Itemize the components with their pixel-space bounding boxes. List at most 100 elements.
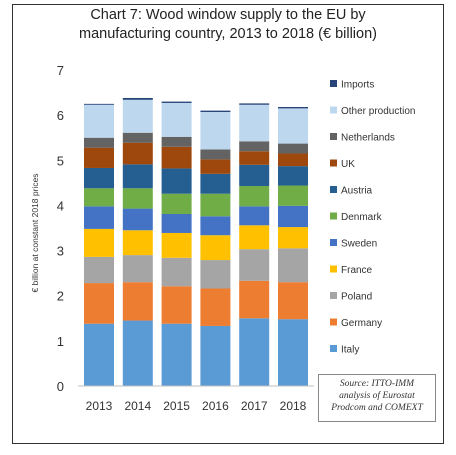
bar-segment-uk (239, 151, 270, 165)
bar-segment-sweden (84, 206, 114, 229)
legend-label: France (341, 265, 373, 276)
bar-segment-uk (161, 146, 192, 169)
x-tick-label: 2017 (241, 399, 268, 413)
bar-segment-germany (239, 280, 270, 319)
x-tick-label: 2013 (86, 399, 113, 413)
y-tick-label: 7 (57, 63, 64, 78)
y-tick-label: 0 (57, 379, 64, 394)
bar-segment-denmark (200, 193, 231, 217)
bar-segment-denmark (84, 188, 114, 207)
legend-swatch (330, 186, 337, 193)
y-axis-label: € billion at constant 2018 prices (30, 173, 40, 292)
legend-swatch (330, 159, 337, 167)
bar-segment-other-production (239, 104, 270, 142)
legend-swatch (330, 292, 337, 299)
source-line-2: analysis of Eurostat (339, 391, 415, 401)
bar-segment-other-production (161, 102, 192, 137)
bar-segment-other-production (278, 108, 308, 144)
bars-layer (84, 97, 308, 386)
bar-segment-denmark (239, 186, 270, 207)
bar-segment-sweden (239, 206, 270, 226)
bar-segment-denmark (122, 188, 153, 209)
bar-segment-uk (200, 159, 231, 174)
bar-segment-netherlands (84, 137, 114, 148)
legend-label: Italy (341, 345, 359, 356)
x-tick-label: 2014 (124, 399, 151, 413)
chart-title-line-1: Chart 7: Wood window supply to the EU by (90, 7, 366, 23)
legend: Imports Other production Netherlands UK Aust… (330, 80, 416, 356)
bar-segment-uk (278, 153, 308, 167)
legend-label: Germany (341, 318, 382, 329)
bar-segment-other-production (122, 99, 153, 133)
bar-segment-imports (122, 97, 153, 100)
bar-segment-sweden (200, 216, 231, 236)
bar-segment-poland (278, 248, 308, 283)
legend-swatch (330, 212, 337, 220)
source-line-1: Source: ITTO-IMM (339, 379, 415, 389)
bar-segment-poland (200, 260, 231, 289)
legend-label: Netherlands (341, 133, 395, 144)
legend-swatch (330, 265, 337, 273)
bar-segment-netherlands (161, 136, 192, 147)
bar-segment-austria (161, 168, 192, 194)
bar-segment-poland (84, 256, 114, 284)
bar-segment-italy (200, 325, 231, 386)
bar-segment-sweden (278, 205, 308, 228)
bar-segment-germany (278, 282, 308, 320)
y-tick-label: 3 (57, 244, 64, 259)
bar-segment-netherlands (122, 132, 153, 143)
legend-swatch (330, 318, 337, 326)
source-note: Source: ITTO-IMM analysis of Eurostat Pr… (318, 374, 436, 422)
legend-swatch (330, 80, 337, 87)
chart-title: Chart 7: Wood window supply to the EU by… (20, 6, 436, 44)
bar-segment-sweden (161, 214, 192, 233)
bar-segment-germany (200, 288, 231, 326)
legend-label: Sweden (341, 239, 377, 250)
bar-segment-france (278, 227, 308, 249)
bar-segment-denmark (161, 193, 192, 215)
y-tick-label: 1 (57, 334, 64, 349)
bar-segment-poland (239, 249, 270, 281)
bar-segment-germany (122, 282, 153, 321)
y-tick-label: 2 (57, 289, 64, 304)
bar-segment-germany (161, 286, 192, 324)
legend-label: Poland (341, 292, 372, 303)
bar-segment-uk (122, 142, 153, 165)
bar-segment-other-production (84, 104, 114, 138)
y-tick-label: 4 (57, 198, 64, 213)
bar-segment-austria (84, 167, 114, 189)
bar-segment-italy (84, 323, 114, 386)
bar-segment-netherlands (200, 149, 231, 160)
bar-segment-imports (278, 107, 308, 109)
bar-segment-italy (239, 318, 270, 386)
bar-segment-germany (84, 283, 114, 324)
chart-title-line-2: manufacturing country, 2013 to 2018 (€ b… (79, 26, 377, 42)
bar-segment-austria (239, 164, 270, 187)
bar-segment-italy (122, 320, 153, 386)
bar-segment-uk (84, 147, 114, 168)
source-line-3: Prodcom and COMEXT (331, 403, 423, 413)
legend-swatch (330, 345, 337, 352)
bar-segment-imports (161, 101, 192, 103)
legend-label: Austria (341, 186, 373, 197)
bar-segment-france (239, 225, 270, 250)
legend-swatch (330, 133, 337, 140)
bar-segment-denmark (278, 185, 308, 206)
y-tick-label: 6 (57, 108, 64, 123)
bar-segment-imports (200, 110, 231, 112)
legend-swatch (330, 239, 337, 246)
bar-segment-other-production (200, 111, 231, 150)
legend-label: Imports (341, 80, 374, 91)
bar-segment-france (161, 232, 192, 258)
bar-segment-france (84, 228, 114, 257)
bar-segment-netherlands (239, 141, 270, 152)
bar-segment-poland (122, 255, 153, 283)
x-tick-label: 2016 (202, 399, 229, 413)
bar-segment-austria (278, 166, 308, 186)
y-axis: 0 1 2 3 4 5 6 7 (57, 63, 64, 394)
bar-segment-austria (200, 173, 231, 194)
bar-segment-netherlands (278, 143, 308, 154)
bar-segment-austria (122, 164, 153, 189)
legend-label: Denmark (341, 212, 383, 223)
